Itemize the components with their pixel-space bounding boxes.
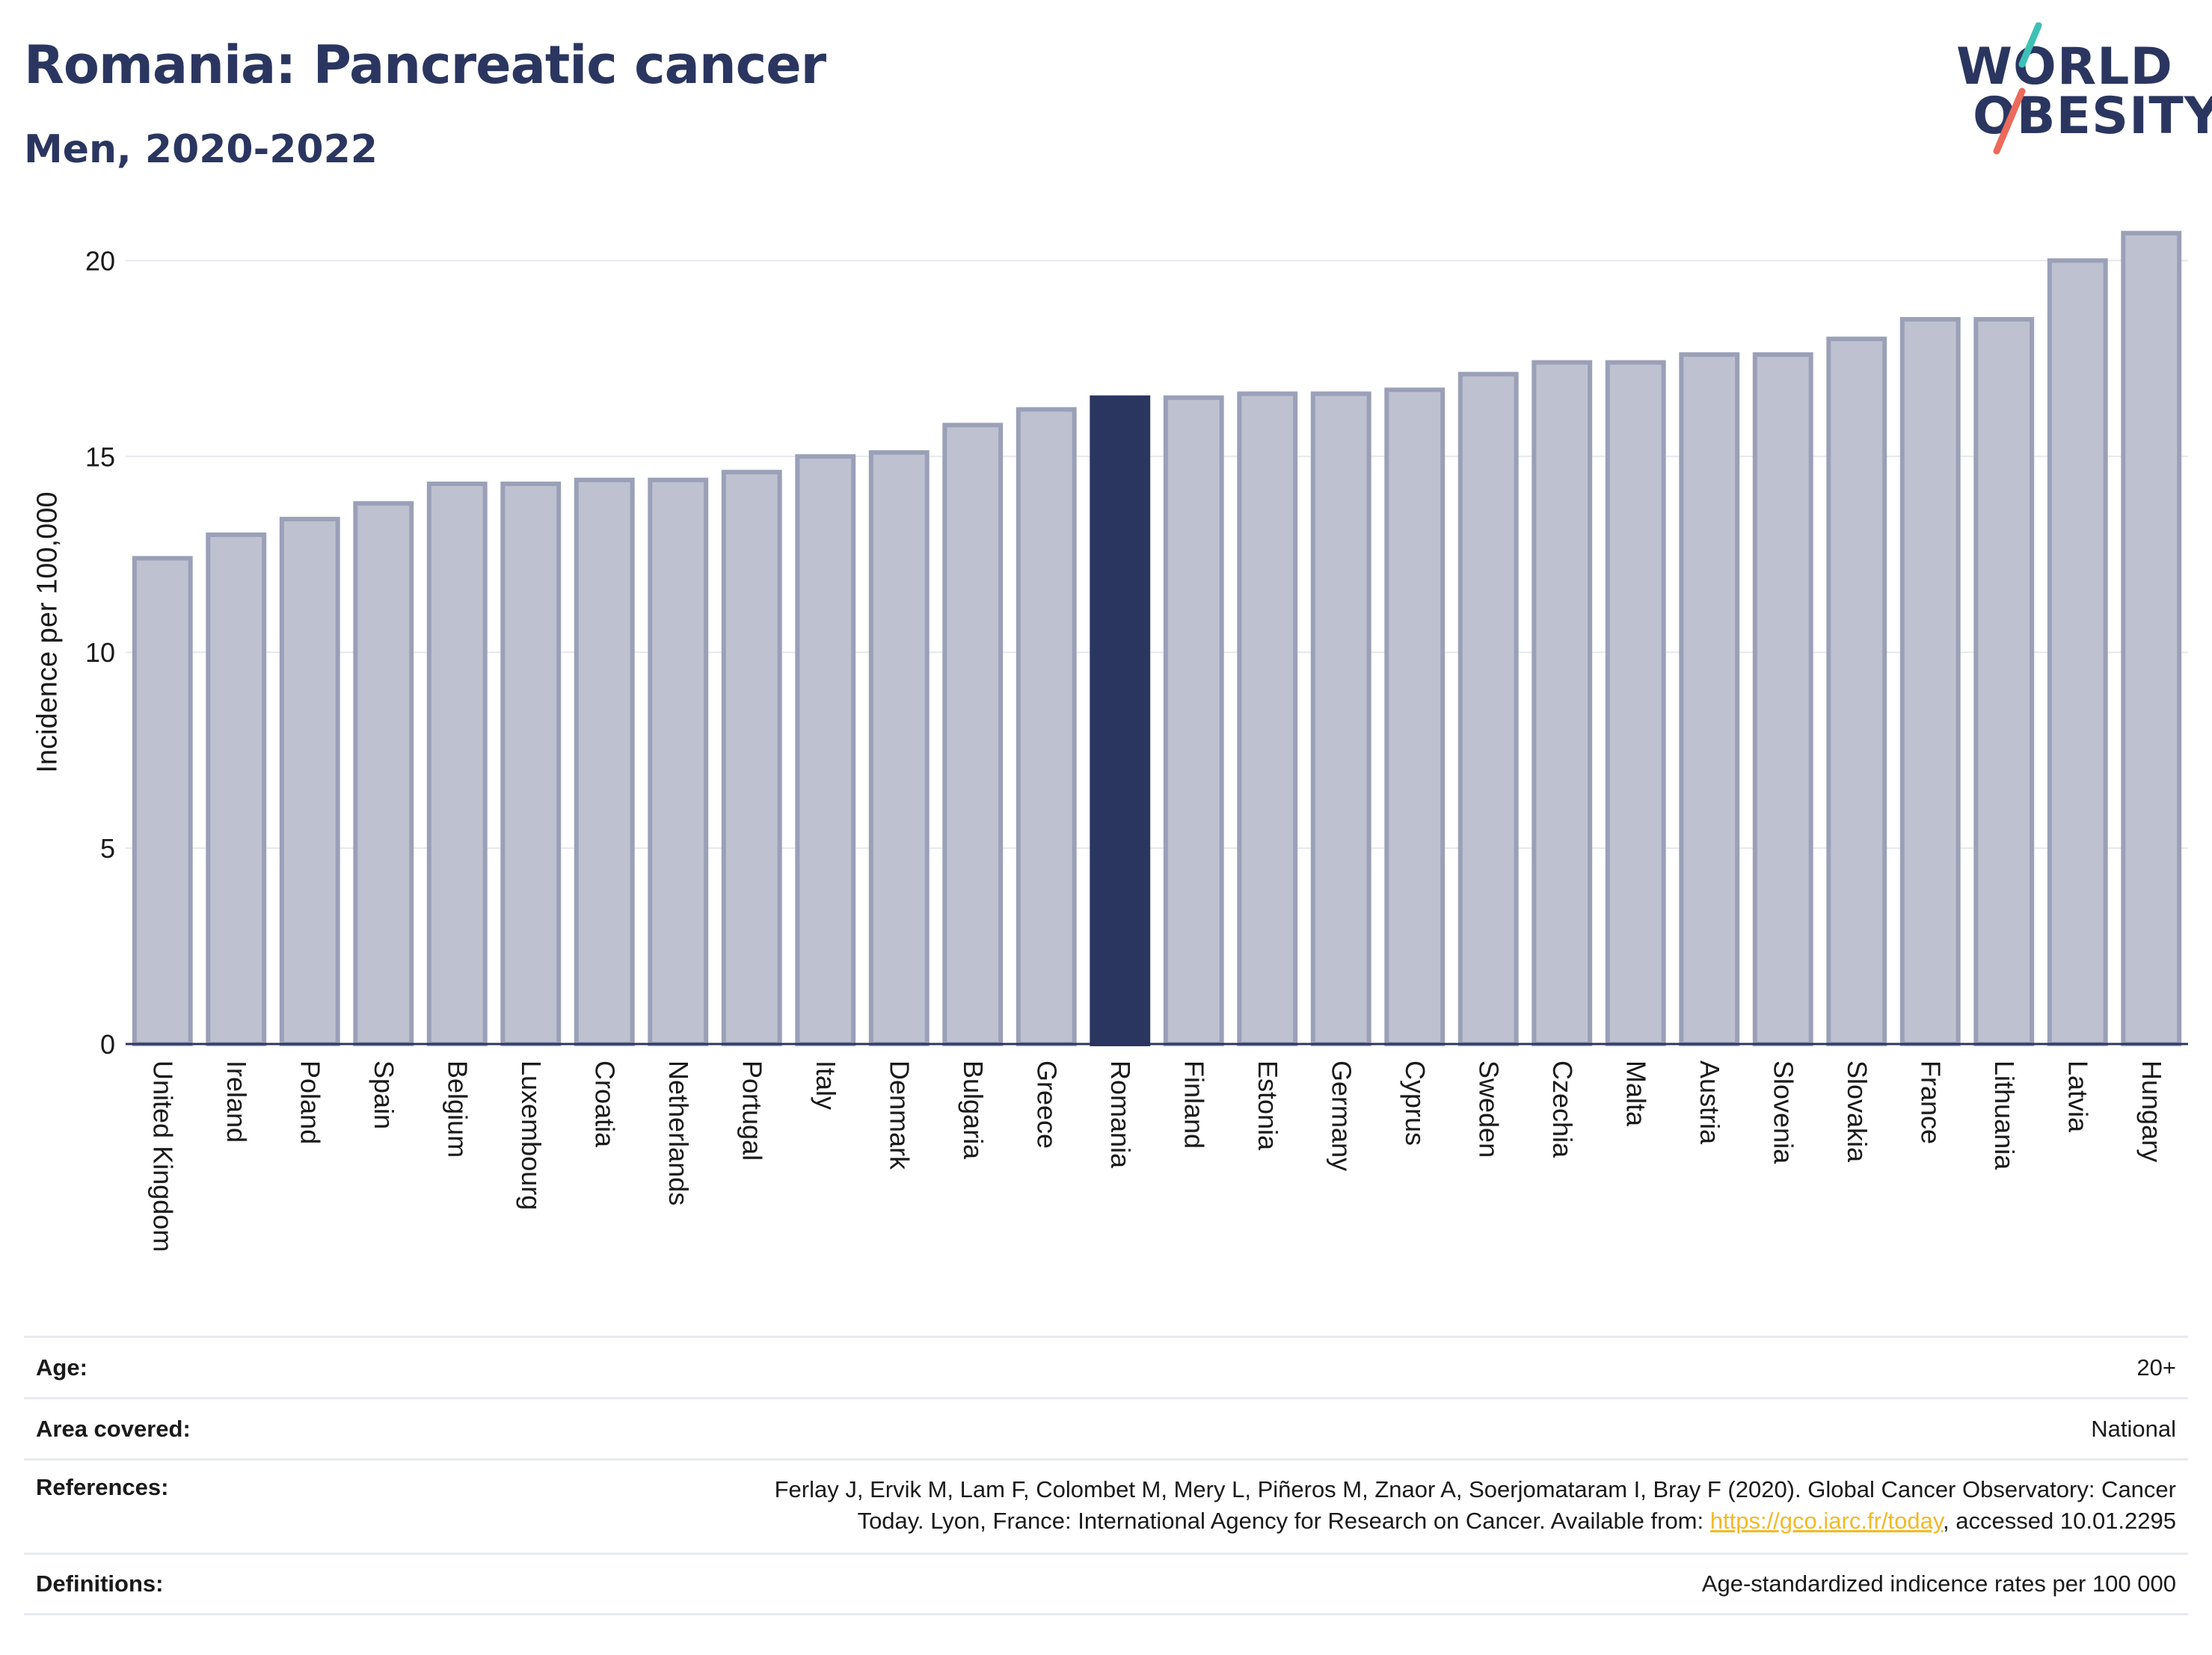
info-row-references: References: Ferlay J, Ervik M, Lam F, Co… (24, 1458, 2188, 1553)
bar-czechia (1531, 360, 1593, 1047)
references-value: Ferlay J, Ervik M, Lam F, Colombet M, Me… (775, 1474, 2176, 1537)
x-tick-label: Slovakia (1842, 1060, 1872, 1163)
age-label: Age: (36, 1354, 87, 1381)
logo-slash-icon (1993, 22, 2042, 155)
bar-bulgaria (942, 423, 1004, 1046)
bar-hungary (2121, 230, 2182, 1047)
bar-united-kingdom (132, 556, 193, 1046)
x-tick-label: Denmark (884, 1060, 915, 1170)
y-tick-label: 15 (85, 441, 115, 472)
y-tick-label: 0 (100, 1029, 115, 1060)
y-tick-label: 20 (85, 245, 115, 276)
x-tick-label: Italy (811, 1060, 841, 1110)
x-tick-label: Spain (369, 1060, 399, 1129)
y-axis-label: Incidence per 100,000 (31, 491, 64, 773)
bar-romania (1090, 395, 1151, 1046)
x-tick-label: Luxembourg (516, 1060, 547, 1210)
bar-spain (353, 501, 414, 1046)
bar-italy (795, 454, 856, 1046)
x-tick-label: Croatia (589, 1060, 620, 1148)
bar-latvia (2047, 258, 2108, 1046)
bar-ireland (206, 532, 267, 1046)
info-row-age: Age: 20+ (24, 1336, 2188, 1397)
bar-greece (1016, 407, 1077, 1046)
x-tick-label: Germany (1326, 1060, 1357, 1171)
x-tick-label: France (1915, 1060, 1946, 1144)
x-tick-label: Cyprus (1400, 1060, 1431, 1146)
x-tick-label: Portugal (737, 1060, 767, 1161)
bar-lithuania (1973, 316, 2035, 1046)
references-link[interactable]: https://gco.iarc.fr/today (1709, 1508, 1944, 1534)
x-tick-label: Lithuania (1989, 1060, 2020, 1170)
age-value: 20+ (2136, 1354, 2176, 1381)
info-table: Age: 20+ Area covered: National Referenc… (24, 1336, 2188, 1615)
x-tick-label: United Kingdom (147, 1060, 178, 1252)
bar-croatia (574, 477, 635, 1046)
x-tick-label: Sweden (1473, 1060, 1504, 1158)
bar-sweden (1457, 372, 1519, 1046)
x-tick-label: Finland (1179, 1060, 1209, 1149)
x-tick-label: Belgium (442, 1060, 473, 1158)
x-tick-label: Poland (295, 1060, 325, 1144)
bar-belgium (426, 481, 488, 1046)
world-obesity-logo: WORLD OBESITY (1944, 22, 2212, 157)
x-tick-label: Hungary (2136, 1060, 2167, 1162)
info-row-area: Area covered: National (24, 1397, 2188, 1458)
bar-malta (1605, 360, 1666, 1047)
bars (132, 230, 2182, 1047)
page-title: Romania: Pancreatic cancer (24, 34, 826, 96)
x-tick-label: Romania (1105, 1060, 1136, 1169)
x-tick-label: Netherlands (663, 1060, 694, 1206)
area-value: National (2091, 1415, 2176, 1442)
logo-line-1: WORLD (1956, 37, 2173, 96)
y-tick-label: 10 (85, 637, 115, 668)
bar-estonia (1237, 391, 1298, 1046)
x-tick-label: Malta (1620, 1060, 1651, 1127)
bar-slovakia (1826, 337, 1887, 1046)
bar-poland (279, 517, 340, 1046)
area-label: Area covered: (36, 1415, 191, 1442)
x-tick-label: Bulgaria (958, 1060, 989, 1160)
bar-portugal (721, 470, 782, 1046)
bar-germany (1310, 391, 1371, 1046)
page-subtitle: Men, 2020-2022 (24, 127, 378, 172)
tick-labels: 0 5 10 15 20 United Kingdom Ireland Poland Spain… (85, 245, 2167, 1252)
info-row-definitions: Definitions: Age-standardized indicence … (24, 1553, 2188, 1615)
bar-finland (1163, 395, 1224, 1046)
x-tick-label: Austria (1695, 1060, 1725, 1145)
bar-luxembourg (500, 481, 562, 1046)
bar-netherlands (648, 477, 709, 1046)
x-tick-label: Estonia (1253, 1060, 1283, 1151)
definitions-label: Definitions: (36, 1570, 164, 1597)
x-tick-label: Czechia (1547, 1060, 1578, 1158)
x-tick-label: Latvia (2062, 1060, 2093, 1133)
bar-austria (1679, 352, 1740, 1047)
references-text-1: Ferlay J, Ervik M, Lam F, Colombet M, Me… (774, 1476, 2176, 1502)
x-tick-label: Ireland (221, 1060, 252, 1143)
definitions-value: Age-standardized indicence rates per 100… (1701, 1570, 2176, 1597)
bar-cyprus (1384, 387, 1446, 1046)
y-tick-label: 5 (100, 833, 115, 864)
references-text-2: Today. Lyon, France: International Agenc… (857, 1508, 1710, 1534)
references-text-3: , accessed 10.01.2295 (1943, 1508, 2176, 1534)
bar-slovenia (1752, 352, 1813, 1047)
bar-chart: 0 5 10 15 20 United Kingdom Ireland Poland Spain… (85, 230, 2188, 1252)
x-tick-label: Greece (1031, 1060, 1062, 1149)
bar-france (1899, 316, 1961, 1046)
bar-denmark (868, 450, 930, 1046)
x-tick-label: Slovenia (1768, 1060, 1798, 1164)
references-label: References: (36, 1474, 169, 1500)
